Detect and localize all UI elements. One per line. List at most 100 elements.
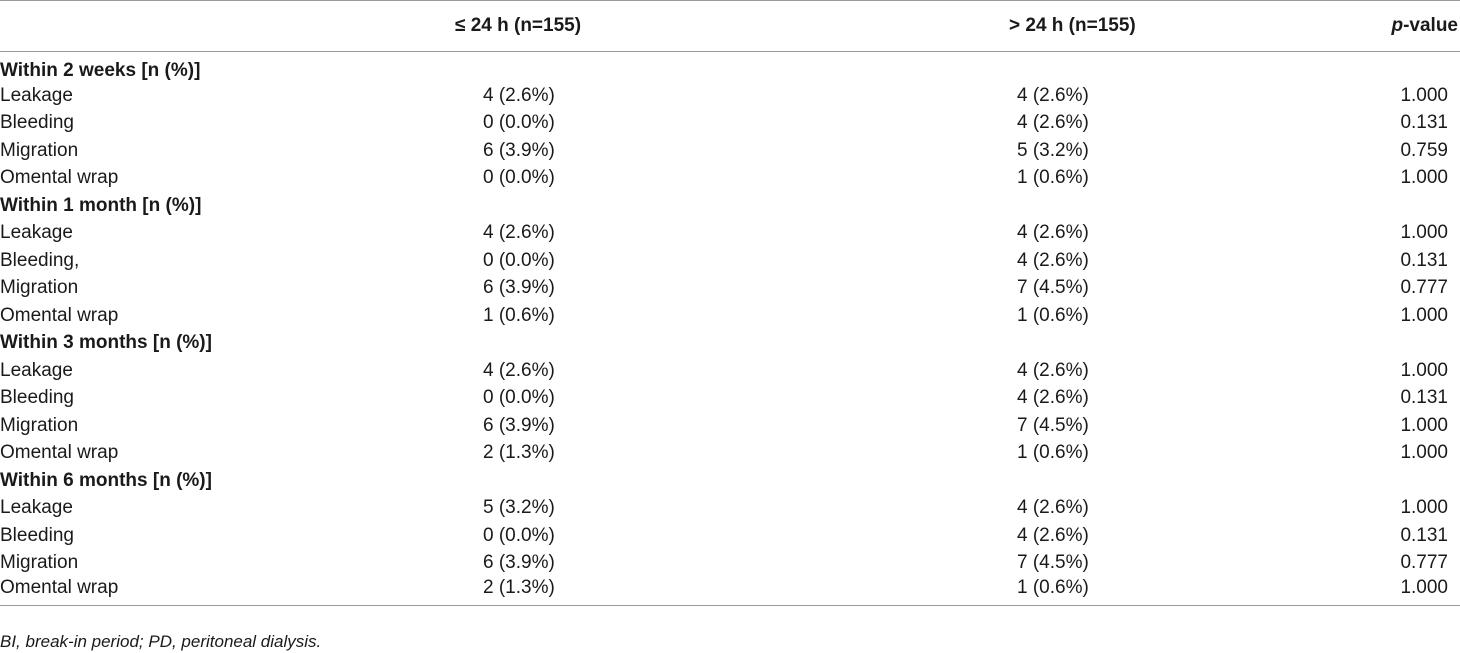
cell-p-value: 0.131 [1400, 524, 1448, 546]
cell-gt-24h: 1 (0.6%) [768, 577, 1236, 606]
cell-le-24h: 0 (0.0%) [483, 249, 555, 271]
cell-p-value: 1.000 [1400, 414, 1448, 436]
cell-p-value: 0.759 [1400, 139, 1448, 161]
row-label: Leakage [0, 84, 73, 106]
cell-gt-24h: 4 (2.6%) [1017, 222, 1089, 244]
cell-le-24h: 2 (1.3%) [340, 577, 768, 606]
row-label: Bleeding [0, 524, 74, 546]
cell-gt-24h: 1 (0.6%) [1017, 442, 1089, 464]
complications-table-container: ≤ 24 h (n=155) > 24 h (n=155) p-value Wi… [0, 0, 1460, 606]
header-label [0, 0, 340, 52]
cell-le-24h: 6 (3.9%) [483, 552, 555, 574]
cell-gt-24h: 4 (2.6%) [1017, 359, 1089, 381]
cell-le-24h: 6 (3.9%) [483, 414, 555, 436]
header-group-le-24h: ≤ 24 h (n=155) [340, 0, 768, 52]
cell-gt-24h: 4 (2.6%) [1017, 524, 1089, 546]
row-label: Omental wrap [0, 442, 119, 464]
complications-table: ≤ 24 h (n=155) > 24 h (n=155) p-value Wi… [0, 0, 1460, 606]
cell-gt-24h: 7 (4.5%) [1017, 414, 1089, 436]
row-label: Bleeding [0, 387, 74, 409]
cell-p-value: 1.000 [1400, 359, 1448, 381]
table-row: Omental wrap 0 (0.0%) 1 (0.6%) 1.000 [0, 165, 1460, 193]
header-p-value: p-value [1236, 0, 1460, 52]
cell-le-24h: 6 (3.9%) [483, 139, 555, 161]
cell-gt-24h: 4 (2.6%) [1017, 112, 1089, 134]
section-header-row: Within 1 month [n (%)] [0, 192, 1460, 220]
table-row: Bleeding, 0 (0.0%) 4 (2.6%) 0.131 [0, 247, 1460, 275]
cell-gt-24h [768, 192, 1236, 220]
row-label: Migration [0, 139, 79, 161]
table-row: Bleeding 0 (0.0%) 4 (2.6%) 0.131 [0, 385, 1460, 413]
row-label: Migration [0, 414, 79, 436]
cell-le-24h: 6 (3.9%) [483, 277, 555, 299]
cell-p-value [1236, 467, 1460, 495]
header-p-italic: p [1391, 15, 1404, 36]
table-row: Leakage 5 (3.2%) 4 (2.6%) 1.000 [0, 495, 1460, 523]
cell-gt-24h: 4 (2.6%) [1017, 84, 1089, 106]
cell-gt-24h: 4 (2.6%) [1017, 249, 1089, 271]
cell-gt-24h: 1 (0.6%) [1017, 304, 1089, 326]
table-row: Leakage 4 (2.6%) 4 (2.6%) 1.000 [0, 357, 1460, 385]
table-row: Migration 6 (3.9%) 7 (4.5%) 0.777 [0, 550, 1460, 578]
header-p-rest: -value [1403, 15, 1458, 36]
cell-le-24h: 0 (0.0%) [483, 112, 555, 134]
row-label: Omental wrap [0, 304, 119, 326]
cell-gt-24h [768, 467, 1236, 495]
row-label: Within 2 weeks [n (%)] [0, 60, 201, 81]
row-label: Within 3 months [n (%)] [0, 332, 212, 354]
cell-gt-24h [768, 330, 1236, 358]
row-label: Omental wrap [0, 577, 340, 606]
section-header-row: Within 2 weeks [n (%)] [0, 52, 1460, 83]
table-body: Within 2 weeks [n (%)] Leakage 4 (2.6%) 4 (… [0, 52, 1460, 606]
cell-p-value: 0.777 [1400, 277, 1448, 299]
cell-le-24h: 2 (1.3%) [483, 442, 555, 464]
row-label: Within 6 months [n (%)] [0, 469, 212, 491]
cell-le-24h: 0 (0.0%) [483, 167, 555, 189]
row-label: Omental wrap [0, 167, 119, 189]
cell-p-value: 1.000 [1400, 497, 1448, 519]
row-label: Migration [0, 277, 79, 299]
cell-p-value: 1.000 [1400, 442, 1448, 464]
header-group-gt-24h: > 24 h (n=155) [768, 0, 1236, 52]
cell-p-value: 0.777 [1400, 552, 1448, 574]
cell-p-value: 1.000 [1400, 84, 1448, 106]
cell-le-24h: 0 (0.0%) [483, 387, 555, 409]
row-label: Migration [0, 552, 79, 574]
cell-p-value: 1.000 [1400, 167, 1448, 189]
section-header-row: Within 6 months [n (%)] [0, 467, 1460, 495]
table-row: Migration 6 (3.9%) 7 (4.5%) 1.000 [0, 412, 1460, 440]
row-label: Leakage [0, 359, 73, 381]
cell-le-24h [340, 52, 768, 83]
cell-p-value: 0.131 [1400, 249, 1448, 271]
table-row: Bleeding 0 (0.0%) 4 (2.6%) 0.131 [0, 110, 1460, 138]
section-header-row: Within 3 months [n (%)] [0, 330, 1460, 358]
table-row: Omental wrap 1 (0.6%) 1 (0.6%) 1.000 [0, 302, 1460, 330]
cell-p-value [1236, 52, 1460, 83]
cell-gt-24h: 4 (2.6%) [1017, 497, 1089, 519]
cell-le-24h: 4 (2.6%) [483, 222, 555, 244]
cell-p-value: 0.131 [1400, 112, 1448, 134]
table-header-row: ≤ 24 h (n=155) > 24 h (n=155) p-value [0, 0, 1460, 52]
cell-le-24h [340, 192, 768, 220]
row-label: Bleeding [0, 112, 74, 134]
cell-p-value: 1.000 [1400, 222, 1448, 244]
row-label: Within 1 month [n (%)] [0, 194, 202, 216]
table-row: Migration 6 (3.9%) 5 (3.2%) 0.759 [0, 137, 1460, 165]
row-label: Leakage [0, 222, 73, 244]
table-row: Migration 6 (3.9%) 7 (4.5%) 0.777 [0, 275, 1460, 303]
cell-gt-24h: 7 (4.5%) [1017, 277, 1089, 299]
cell-gt-24h: 1 (0.6%) [1017, 167, 1089, 189]
cell-p-value: 1.000 [1400, 304, 1448, 326]
cell-le-24h: 1 (0.6%) [483, 304, 555, 326]
row-label: Bleeding, [0, 249, 80, 271]
table-row: Bleeding 0 (0.0%) 4 (2.6%) 0.131 [0, 522, 1460, 550]
cell-gt-24h [768, 52, 1236, 83]
cell-le-24h [340, 467, 768, 495]
cell-gt-24h: 7 (4.5%) [1017, 552, 1089, 574]
cell-le-24h: 4 (2.6%) [483, 84, 555, 106]
cell-le-24h: 0 (0.0%) [483, 524, 555, 546]
table-row: Omental wrap 2 (1.3%) 1 (0.6%) 1.000 [0, 577, 1460, 606]
cell-le-24h [340, 330, 768, 358]
table-row: Omental wrap 2 (1.3%) 1 (0.6%) 1.000 [0, 440, 1460, 468]
cell-p-value: 1.000 [1236, 577, 1460, 606]
